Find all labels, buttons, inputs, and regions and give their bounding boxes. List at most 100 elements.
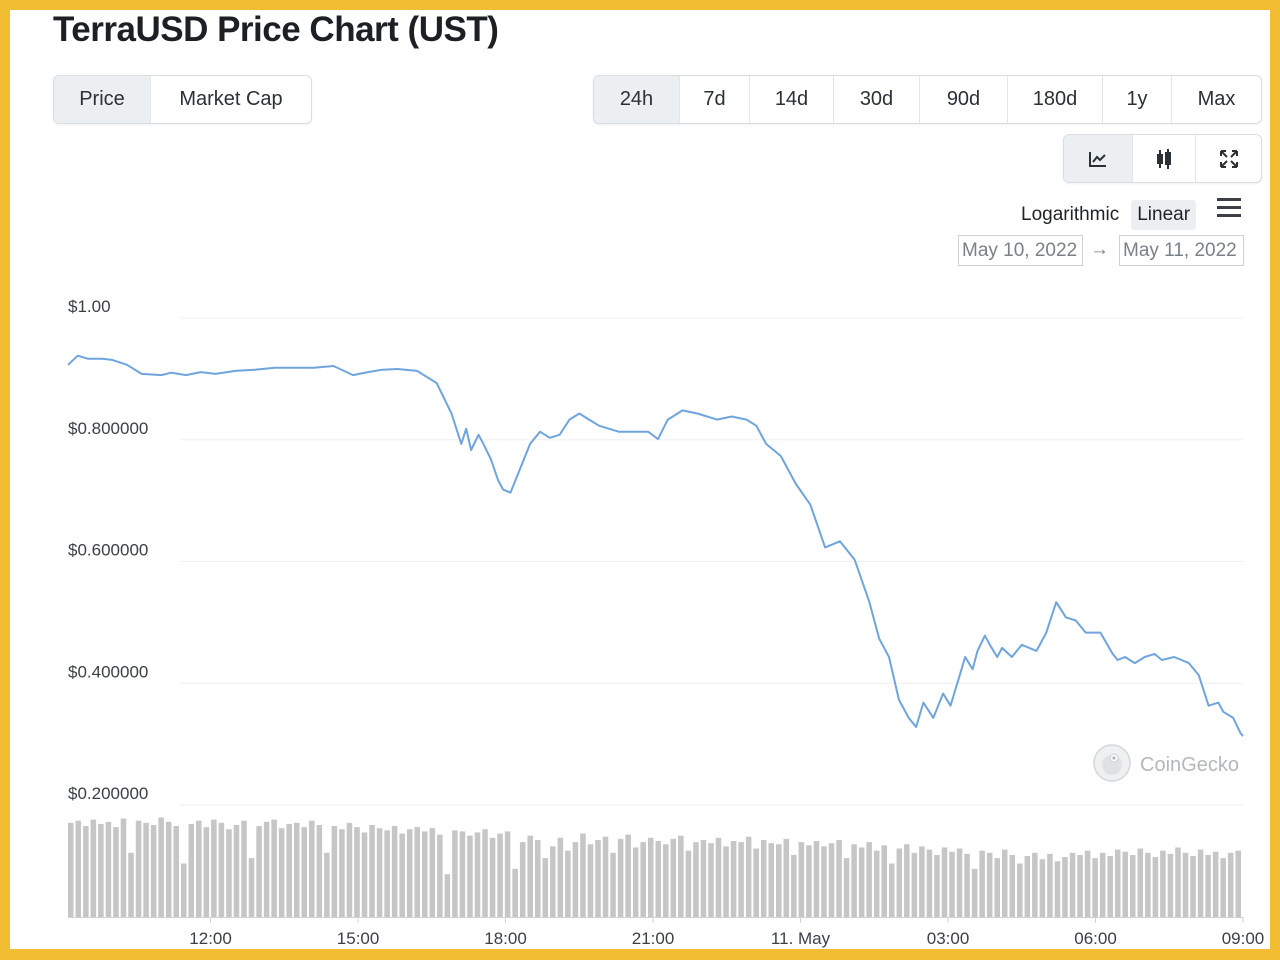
volume-bar	[90, 819, 97, 917]
volume-bar	[248, 858, 255, 917]
fullscreen-icon	[1219, 149, 1239, 169]
volume-bar	[203, 827, 210, 917]
volume-bar	[1190, 856, 1196, 917]
volume-bar	[670, 838, 677, 917]
fullscreen-button[interactable]	[1196, 135, 1261, 182]
volume-bar	[346, 822, 353, 917]
volume-bar	[324, 852, 330, 917]
line-chart-icon	[1088, 150, 1108, 168]
volume-bar	[1152, 857, 1159, 917]
volume-bar	[949, 851, 955, 917]
volume-bar	[512, 868, 518, 917]
volume-bar	[873, 850, 880, 917]
coingecko-watermark: CoinGecko	[1092, 743, 1239, 788]
x-tick-label: 18:00	[484, 929, 527, 948]
tab-range-14d[interactable]: 14d	[750, 76, 834, 123]
volume-bar	[986, 852, 993, 917]
volume-bar	[1039, 859, 1046, 917]
volume-bar	[504, 831, 511, 917]
volume-bar	[1054, 861, 1061, 917]
volume-bar	[715, 837, 722, 917]
menu-icon[interactable]	[1216, 196, 1242, 225]
volume-bar	[663, 844, 669, 917]
volume-bar	[866, 842, 872, 917]
volume-bar	[489, 837, 496, 917]
date-arrow-icon: →	[1090, 239, 1109, 260]
volume-bar	[376, 828, 383, 917]
volume-bar	[723, 846, 729, 917]
volume-bar	[150, 824, 157, 917]
volume-bar	[843, 858, 850, 917]
volume-bar	[911, 852, 918, 917]
date-from-input[interactable]: May 10, 2022	[958, 235, 1083, 266]
tab-range-24h[interactable]: 24h	[594, 76, 680, 123]
x-tick-label: 09:00	[1222, 929, 1265, 948]
volume-bar	[331, 826, 338, 917]
volume-bar	[309, 820, 315, 917]
volume-bar	[1032, 852, 1038, 917]
volume-bar	[105, 821, 112, 917]
volume-bar	[1084, 850, 1091, 917]
y-tick-label: $1.00	[68, 297, 111, 316]
volume-bar	[813, 841, 820, 917]
volume-bar	[738, 842, 744, 917]
volume-bar	[459, 831, 466, 917]
tab-range-30d[interactable]: 30d	[834, 76, 920, 123]
volume-bar	[934, 854, 940, 917]
volume-bar	[1182, 852, 1189, 917]
volume-bar	[617, 838, 624, 917]
volume-bar	[858, 847, 865, 917]
metric-tabs: Price Market Cap	[53, 75, 312, 124]
volume-bar	[1047, 853, 1053, 917]
x-tick-label: 12:00	[189, 929, 232, 948]
volume-bar	[888, 863, 895, 917]
line-chart-button[interactable]	[1064, 135, 1133, 182]
volume-bar	[316, 824, 323, 917]
date-to-input[interactable]: May 11, 2022	[1119, 235, 1244, 266]
volume-bar	[1235, 850, 1241, 917]
chart-card: TerraUSD Price Chart (UST) Price Market …	[10, 10, 1270, 949]
tab-range-7d[interactable]: 7d	[680, 76, 750, 123]
volume-bar	[836, 839, 842, 917]
volume-bar	[602, 836, 609, 917]
volume-bar	[83, 826, 89, 917]
volume-bar	[1062, 857, 1068, 917]
volume-bar	[572, 842, 579, 917]
volume-bar	[527, 835, 533, 917]
volume-bar	[414, 827, 421, 917]
scale-logarithmic[interactable]: Logarithmic	[1021, 204, 1120, 225]
tab-range-1y[interactable]: 1y	[1103, 76, 1172, 123]
volume-bar	[534, 839, 541, 917]
price-series-line	[67, 354, 1244, 737]
volume-bar	[828, 843, 835, 917]
volume-bar	[941, 847, 948, 917]
volume-bar	[708, 843, 714, 917]
tab-price[interactable]: Price	[54, 76, 151, 123]
volume-bar	[881, 845, 887, 917]
volume-bar	[301, 827, 308, 917]
scale-linear[interactable]: Linear	[1131, 200, 1197, 230]
volume-bar	[1205, 854, 1211, 917]
x-tick-label: 06:00	[1074, 929, 1117, 948]
volume-bar	[994, 858, 1000, 917]
y-tick-label: $0.200000	[68, 784, 148, 803]
candlestick-button[interactable]	[1133, 135, 1196, 182]
volume-bar	[474, 832, 481, 917]
volume-bar	[768, 843, 775, 917]
volume-bar	[369, 824, 375, 917]
volume-bar	[753, 848, 759, 917]
volume-bar	[158, 817, 164, 917]
tab-market-cap[interactable]: Market Cap	[179, 88, 283, 110]
tab-range-180d[interactable]: 180d	[1008, 76, 1103, 123]
y-tick-label: $0.800000	[68, 419, 148, 438]
tab-range-max[interactable]: Max	[1197, 88, 1236, 110]
volume-bar	[188, 823, 195, 917]
volume-bar	[180, 863, 187, 917]
volume-bar	[384, 830, 390, 917]
volume-bar	[557, 837, 564, 917]
chart-type-tools	[1063, 134, 1262, 183]
tab-range-90d[interactable]: 90d	[920, 76, 1008, 123]
volume-bar	[919, 846, 925, 917]
volume-bar	[1227, 852, 1234, 917]
volume-bar	[1009, 854, 1016, 917]
